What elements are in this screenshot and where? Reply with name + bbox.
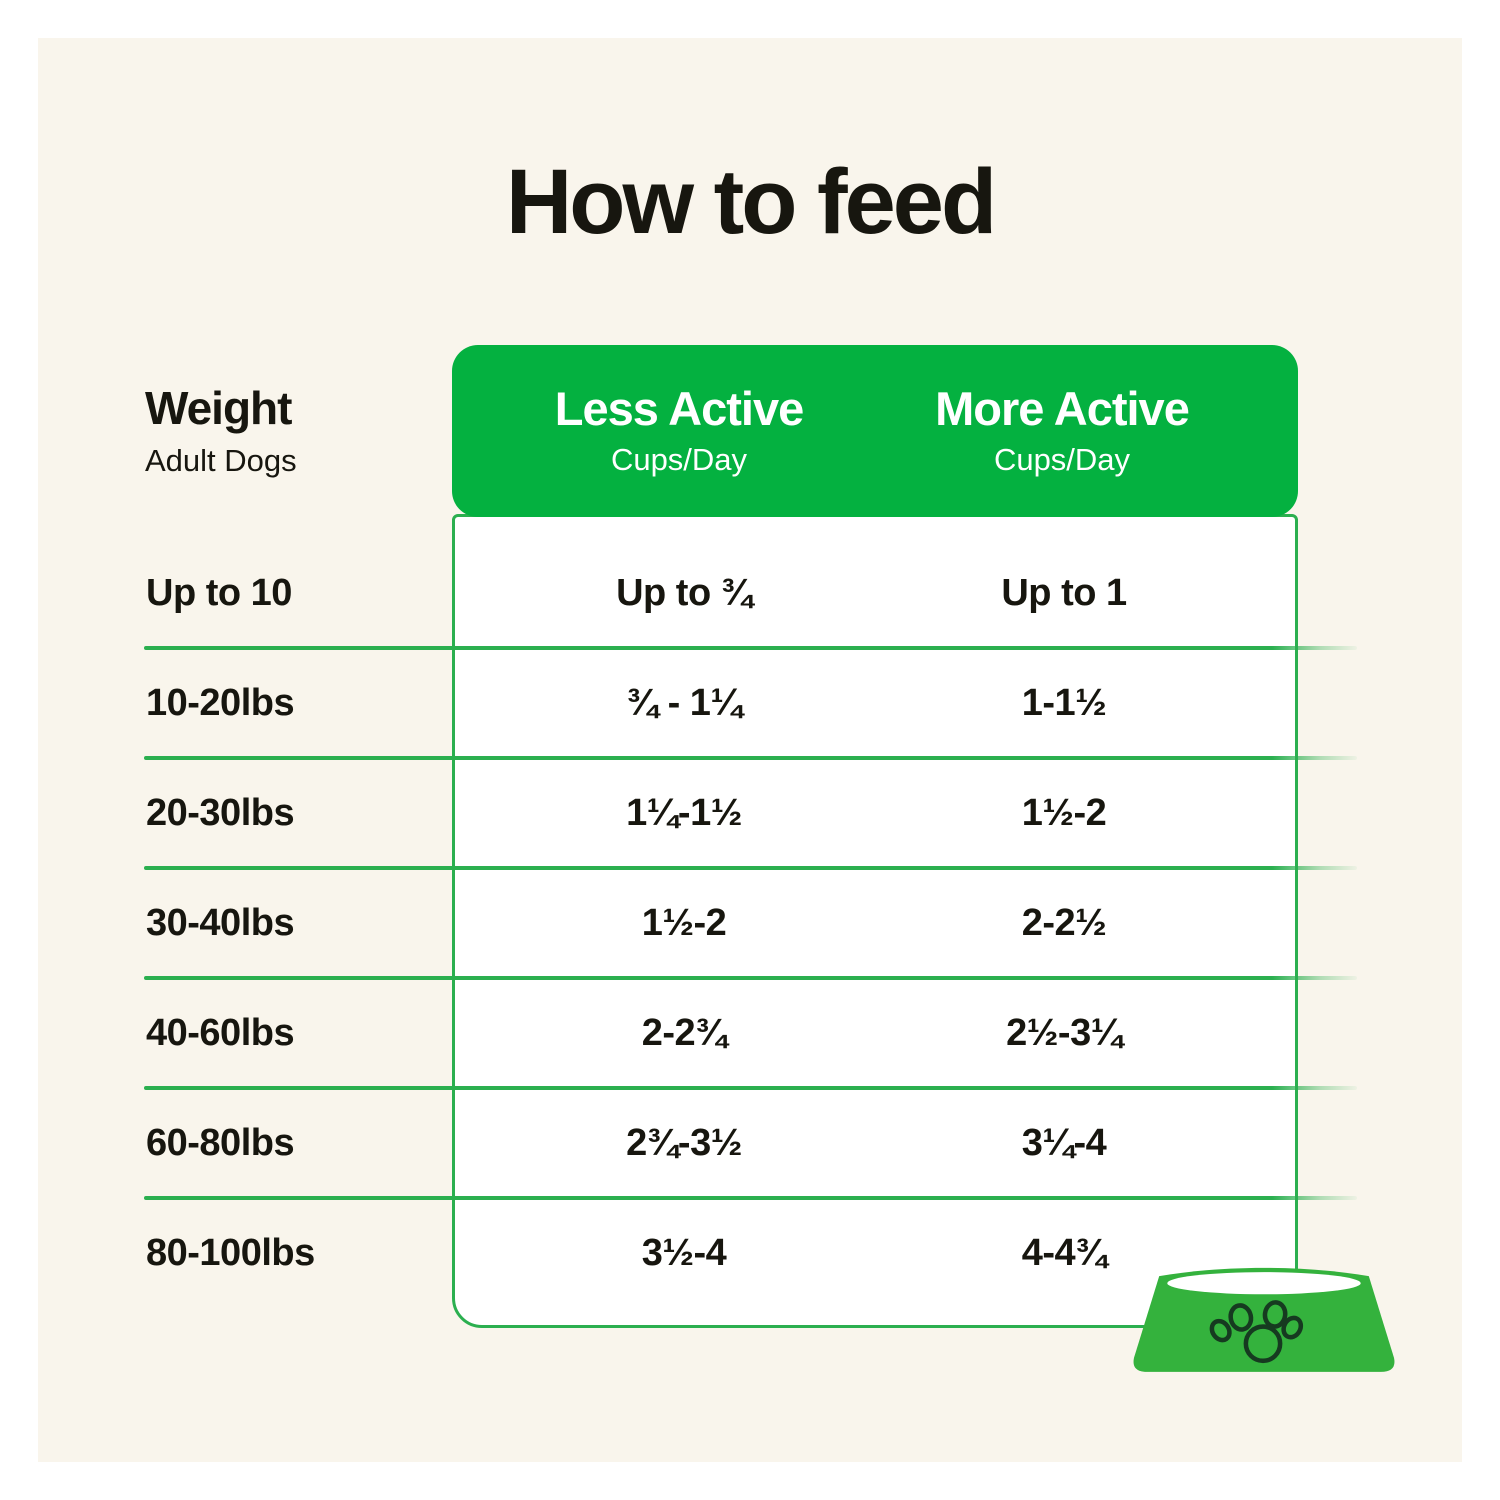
less-active-header: Less Active Cups/Day	[452, 345, 906, 517]
row-divider-line	[144, 976, 1357, 980]
less-active-cell: 1¼-1½	[626, 791, 742, 834]
row-divider-line	[144, 866, 1357, 870]
weight-cell: Up to 10	[146, 571, 292, 614]
page-title: How to feed	[505, 151, 997, 253]
less-active-cell: 3½-4	[641, 1231, 727, 1274]
more-active-cell: 4-4¾	[1021, 1231, 1107, 1274]
weight-cell: 40-60lbs	[146, 1011, 295, 1054]
more-active-cell: 2-2½	[1021, 901, 1107, 944]
table-row: 40-60lbs 2-2¾ 2½-3¼	[144, 978, 1360, 1088]
less-active-cell: 2-2¾	[641, 1011, 727, 1054]
row-divider-line	[144, 1086, 1357, 1090]
less-active-units: Cups/Day	[610, 441, 748, 477]
weight-cell: 10-20lbs	[146, 681, 295, 724]
row-divider-line	[144, 1196, 1357, 1200]
more-active-cell: 1-1½	[1021, 681, 1107, 724]
table-row: 80-100lbs 3½-4 4-4¾	[144, 1198, 1360, 1308]
more-active-cell: Up to 1	[1001, 571, 1127, 614]
infographic-panel: How to feed Weight Adult Dogs Less Activ…	[38, 38, 1462, 1462]
table-row: 10-20lbs ¾ - 1¼ 1-1½	[144, 648, 1360, 758]
table-row: 30-40lbs 1½-2 2-2½	[144, 868, 1360, 978]
row-divider-line	[144, 756, 1357, 760]
less-active-cell: 2¾-3½	[626, 1121, 742, 1164]
less-active-cell: Up to ¾	[616, 571, 752, 614]
row-divider-line	[144, 646, 1357, 650]
weight-label: Weight	[145, 382, 292, 434]
more-active-cell: 3¼-4	[1021, 1121, 1107, 1164]
weight-sublabel: Adult Dogs	[145, 443, 297, 478]
more-active-units: Cups/Day	[993, 441, 1131, 477]
weight-cell: 30-40lbs	[146, 901, 295, 944]
weight-column-header: Weight Adult Dogs	[145, 385, 297, 479]
weight-cell: 80-100lbs	[146, 1231, 315, 1274]
bowl-rim	[1167, 1272, 1361, 1295]
table-header: Less Active Cups/Day More Active Cups/Da…	[452, 345, 1298, 517]
paw-print-icon	[1209, 1300, 1304, 1364]
table-row: 20-30lbs 1¼-1½ 1½-2	[144, 758, 1360, 868]
dog-bowl-icon	[1133, 1267, 1395, 1373]
less-active-label: Less Active	[554, 382, 805, 436]
table-row: Up to 10 Up to ¾ Up to 1	[144, 538, 1360, 648]
more-active-cell: 2½-3¼	[1006, 1011, 1122, 1054]
table-rows: Up to 10 Up to ¾ Up to 1 10-20lbs ¾ - 1¼ 1-1½…	[144, 38, 1360, 1462]
more-active-label: More Active	[935, 382, 1190, 436]
less-active-cell: ¾ - 1¼	[626, 681, 742, 724]
weight-cell: 20-30lbs	[146, 791, 295, 834]
weight-cell: 60-80lbs	[146, 1121, 295, 1164]
more-active-header: More Active Cups/Day	[852, 345, 1272, 517]
less-active-cell: 1½-2	[641, 901, 727, 944]
table-row: 60-80lbs 2¾-3½ 3¼-4	[144, 1088, 1360, 1198]
more-active-cell: 1½-2	[1021, 791, 1107, 834]
